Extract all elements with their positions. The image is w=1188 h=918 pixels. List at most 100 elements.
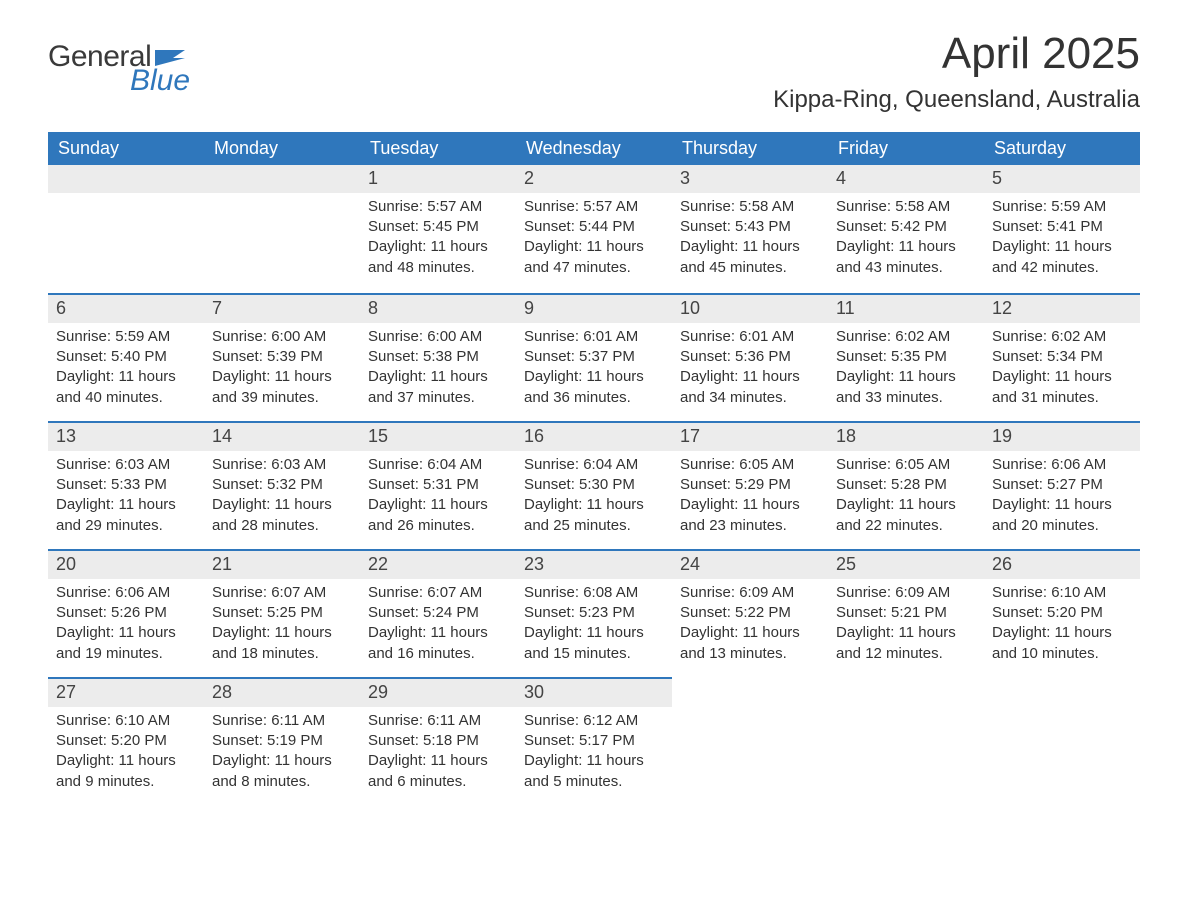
- calendar-cell: [984, 677, 1140, 805]
- sunrise-line: Sunrise: 6:03 AM: [212, 455, 352, 475]
- day-details: Sunrise: 5:59 AMSunset: 5:41 PMDaylight:…: [984, 193, 1140, 286]
- location-line: Kippa-Ring, Queensland, Australia: [773, 86, 1140, 114]
- daylight-line: and 15 minutes.: [524, 644, 664, 664]
- daylight-line: Daylight: 11 hours: [368, 367, 508, 387]
- logo: General Blue: [48, 40, 190, 98]
- daylight-line: and 22 minutes.: [836, 516, 976, 536]
- calendar-week-row: 13Sunrise: 6:03 AMSunset: 5:33 PMDayligh…: [48, 421, 1140, 549]
- sunset-line: Sunset: 5:18 PM: [368, 731, 508, 751]
- weekday-header: Sunday: [48, 132, 204, 165]
- calendar-week-row: 1Sunrise: 5:57 AMSunset: 5:45 PMDaylight…: [48, 165, 1140, 293]
- sunrise-line: Sunrise: 6:05 AM: [836, 455, 976, 475]
- sunset-line: Sunset: 5:20 PM: [56, 731, 196, 751]
- day-number: 4: [828, 165, 984, 192]
- calendar-cell: 8Sunrise: 6:00 AMSunset: 5:38 PMDaylight…: [360, 293, 516, 421]
- sunrise-line: Sunrise: 6:09 AM: [680, 583, 820, 603]
- calendar-cell: 26Sunrise: 6:10 AMSunset: 5:20 PMDayligh…: [984, 549, 1140, 677]
- daylight-line: Daylight: 11 hours: [524, 751, 664, 771]
- daylight-line: Daylight: 11 hours: [212, 751, 352, 771]
- weekday-header: Wednesday: [516, 132, 672, 165]
- weekday-header: Friday: [828, 132, 984, 165]
- weekday-header-row: SundayMondayTuesdayWednesdayThursdayFrid…: [48, 132, 1140, 165]
- day-details: Sunrise: 6:07 AMSunset: 5:25 PMDaylight:…: [204, 579, 360, 672]
- calendar-cell: [204, 165, 360, 293]
- sunset-line: Sunset: 5:45 PM: [368, 217, 508, 237]
- day-details: Sunrise: 5:57 AMSunset: 5:45 PMDaylight:…: [360, 193, 516, 286]
- calendar-cell: 22Sunrise: 6:07 AMSunset: 5:24 PMDayligh…: [360, 549, 516, 677]
- daylight-line: and 39 minutes.: [212, 388, 352, 408]
- day-details: Sunrise: 6:02 AMSunset: 5:35 PMDaylight:…: [828, 323, 984, 416]
- day-details: Sunrise: 6:04 AMSunset: 5:31 PMDaylight:…: [360, 451, 516, 544]
- daylight-line: and 48 minutes.: [368, 258, 508, 278]
- sunset-line: Sunset: 5:34 PM: [992, 347, 1132, 367]
- sunset-line: Sunset: 5:38 PM: [368, 347, 508, 367]
- calendar-cell: 15Sunrise: 6:04 AMSunset: 5:31 PMDayligh…: [360, 421, 516, 549]
- title-block: April 2025 Kippa-Ring, Queensland, Austr…: [773, 30, 1140, 114]
- day-number: 10: [672, 293, 828, 322]
- sunrise-line: Sunrise: 6:03 AM: [56, 455, 196, 475]
- daylight-line: Daylight: 11 hours: [212, 623, 352, 643]
- daylight-line: and 45 minutes.: [680, 258, 820, 278]
- calendar-cell: 27Sunrise: 6:10 AMSunset: 5:20 PMDayligh…: [48, 677, 204, 805]
- sunset-line: Sunset: 5:25 PM: [212, 603, 352, 623]
- sunrise-line: Sunrise: 6:08 AM: [524, 583, 664, 603]
- day-details: Sunrise: 6:03 AMSunset: 5:33 PMDaylight:…: [48, 451, 204, 544]
- calendar-cell: 2Sunrise: 5:57 AMSunset: 5:44 PMDaylight…: [516, 165, 672, 293]
- day-details: Sunrise: 6:05 AMSunset: 5:29 PMDaylight:…: [672, 451, 828, 544]
- daylight-line: Daylight: 11 hours: [680, 495, 820, 515]
- day-details: Sunrise: 6:09 AMSunset: 5:21 PMDaylight:…: [828, 579, 984, 672]
- calendar-cell: 25Sunrise: 6:09 AMSunset: 5:21 PMDayligh…: [828, 549, 984, 677]
- calendar-cell: 1Sunrise: 5:57 AMSunset: 5:45 PMDaylight…: [360, 165, 516, 293]
- calendar-cell: 19Sunrise: 6:06 AMSunset: 5:27 PMDayligh…: [984, 421, 1140, 549]
- sunset-line: Sunset: 5:35 PM: [836, 347, 976, 367]
- day-details: Sunrise: 6:10 AMSunset: 5:20 PMDaylight:…: [48, 707, 204, 800]
- day-number: 22: [360, 549, 516, 578]
- sunrise-line: Sunrise: 6:07 AM: [212, 583, 352, 603]
- calendar-week-row: 20Sunrise: 6:06 AMSunset: 5:26 PMDayligh…: [48, 549, 1140, 677]
- calendar-cell: 13Sunrise: 6:03 AMSunset: 5:33 PMDayligh…: [48, 421, 204, 549]
- sunrise-line: Sunrise: 6:11 AM: [212, 711, 352, 731]
- daylight-line: Daylight: 11 hours: [836, 623, 976, 643]
- day-number: 15: [360, 421, 516, 450]
- calendar-cell: 29Sunrise: 6:11 AMSunset: 5:18 PMDayligh…: [360, 677, 516, 805]
- daylight-line: and 12 minutes.: [836, 644, 976, 664]
- day-details: Sunrise: 6:06 AMSunset: 5:26 PMDaylight:…: [48, 579, 204, 672]
- daylight-line: Daylight: 11 hours: [524, 237, 664, 257]
- sunset-line: Sunset: 5:40 PM: [56, 347, 196, 367]
- day-details: Sunrise: 6:11 AMSunset: 5:19 PMDaylight:…: [204, 707, 360, 800]
- calendar-cell: 3Sunrise: 5:58 AMSunset: 5:43 PMDaylight…: [672, 165, 828, 293]
- day-details: Sunrise: 5:58 AMSunset: 5:43 PMDaylight:…: [672, 193, 828, 286]
- day-number: 6: [48, 293, 204, 322]
- calendar-week-row: 6 Sunrise: 5:59 AMSunset: 5:40 PM Daylight…: [48, 293, 1140, 421]
- daylight-line: Daylight: 11 hours: [524, 367, 664, 387]
- day-number: 8: [360, 293, 516, 322]
- daylight-line: Daylight: 11 hours: [836, 237, 976, 257]
- day-details: Sunrise: 6:05 AMSunset: 5:28 PMDaylight:…: [828, 451, 984, 544]
- day-number: 25: [828, 549, 984, 578]
- calendar-cell: 10Sunrise: 6:01 AMSunset: 5:36 PMDayligh…: [672, 293, 828, 421]
- day-number: 12: [984, 293, 1140, 322]
- sunrise-line: Sunrise: 5:58 AM: [680, 197, 820, 217]
- daylight-line: and 25 minutes.: [524, 516, 664, 536]
- empty-day-bar: [672, 677, 828, 704]
- sunset-line: Sunset: 5:42 PM: [836, 217, 976, 237]
- sunset-line: Sunset: 5:36 PM: [680, 347, 820, 367]
- daylight-line: and 5 minutes.: [524, 772, 664, 792]
- daylight-line: Daylight: 11 hours: [680, 367, 820, 387]
- daylight-line: Daylight: 11 hours: [212, 495, 352, 515]
- daylight-line: and 29 minutes.: [56, 516, 196, 536]
- sunrise-line: Sunrise: 5:59 AM: [56, 327, 196, 347]
- daylight-line: Daylight: 11 hours: [992, 495, 1132, 515]
- daylight-line: Daylight: 11 hours: [56, 751, 196, 771]
- day-number: 9: [516, 293, 672, 322]
- daylight-line: and 9 minutes.: [56, 772, 196, 792]
- day-number: 13: [48, 421, 204, 450]
- calendar-cell: 21Sunrise: 6:07 AMSunset: 5:25 PMDayligh…: [204, 549, 360, 677]
- empty-day-bar: [204, 165, 360, 192]
- calendar-cell: 11Sunrise: 6:02 AMSunset: 5:35 PMDayligh…: [828, 293, 984, 421]
- day-number: 26: [984, 549, 1140, 578]
- sunrise-line: Sunrise: 6:06 AM: [56, 583, 196, 603]
- day-number: 23: [516, 549, 672, 578]
- day-number: 2: [516, 165, 672, 192]
- sunset-line: Sunset: 5:43 PM: [680, 217, 820, 237]
